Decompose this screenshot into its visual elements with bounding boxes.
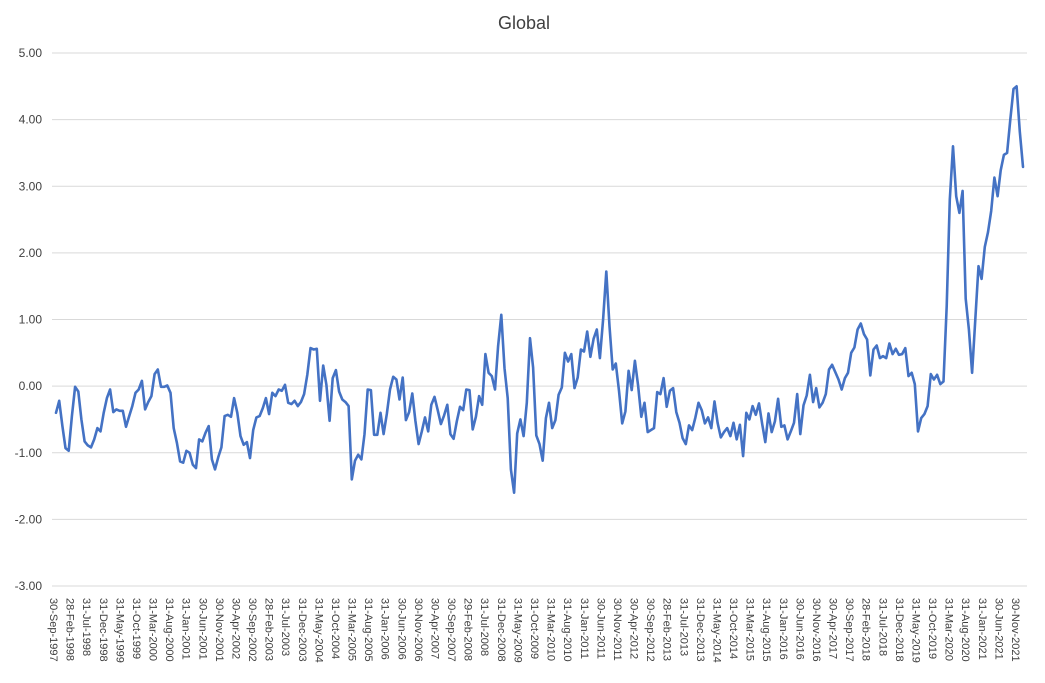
x-tick-label: 30-Jun-2001 bbox=[196, 598, 208, 660]
x-tick-label: 30-Sep-1997 bbox=[47, 598, 59, 662]
x-tick-label: 30-Sep-2007 bbox=[445, 598, 457, 662]
x-axis-tick-labels: 30-Sep-1997 28-Feb-1998 31-Jul-1998 31-Dec-… bbox=[47, 598, 1021, 663]
y-tick-label: 2.00 bbox=[19, 246, 43, 260]
x-tick-label: 31-Aug-2020 bbox=[959, 598, 971, 662]
x-tick-label: 31-Dec-2013 bbox=[694, 598, 706, 662]
x-tick-label: 31-Aug-2015 bbox=[760, 598, 772, 662]
x-tick-label: 30-Apr-2012 bbox=[628, 598, 640, 659]
x-tick-label: 30-Jun-2006 bbox=[395, 598, 407, 660]
y-tick-label: -1.00 bbox=[15, 446, 43, 460]
x-tick-label: 31-Mar-2005 bbox=[346, 598, 358, 661]
x-tick-label: 31-Oct-2019 bbox=[926, 598, 938, 659]
x-tick-label: 30-Nov-2001 bbox=[213, 598, 225, 662]
y-tick-label: 1.00 bbox=[19, 313, 43, 327]
x-tick-label: 31-Jul-1998 bbox=[80, 598, 92, 656]
x-tick-label: 30-Sep-2017 bbox=[843, 598, 855, 662]
x-tick-label: 31-May-2009 bbox=[511, 598, 523, 663]
x-tick-label: 31-Jul-2008 bbox=[478, 598, 490, 656]
y-tick-label: 3.00 bbox=[19, 179, 43, 193]
x-tick-label: 31-Oct-1999 bbox=[130, 598, 142, 659]
x-tick-label: 31-May-2019 bbox=[910, 598, 922, 663]
series-layer bbox=[54, 85, 1025, 495]
chart-title: Global bbox=[498, 13, 550, 33]
x-tick-label: 31-Dec-1998 bbox=[97, 598, 109, 662]
x-tick-label: 30-Jun-2021 bbox=[992, 598, 1004, 660]
x-tick-label: 31-Oct-2004 bbox=[329, 598, 341, 659]
y-tick-label: -3.00 bbox=[15, 579, 43, 593]
x-tick-label: 28-Feb-2003 bbox=[263, 598, 275, 661]
x-tick-label: 31-May-2004 bbox=[312, 598, 324, 663]
x-tick-label: 31-Dec-2003 bbox=[296, 598, 308, 662]
y-tick-label: 5.00 bbox=[19, 46, 43, 60]
x-tick-label: 31-Mar-2015 bbox=[744, 598, 756, 661]
x-tick-label: 30-Nov-2016 bbox=[810, 598, 822, 662]
x-tick-label: 30-Apr-2017 bbox=[827, 598, 839, 659]
x-tick-label: 30-Nov-2006 bbox=[412, 598, 424, 662]
x-tick-label: 30-Apr-2002 bbox=[229, 598, 241, 659]
x-tick-label: 31-Mar-2000 bbox=[147, 598, 159, 661]
x-tick-label: 28-Feb-2013 bbox=[661, 598, 673, 661]
x-tick-label: 31-Jan-2016 bbox=[777, 598, 789, 660]
x-tick-label: 31-Jan-2001 bbox=[180, 598, 192, 660]
y-tick-label: -2.00 bbox=[15, 512, 43, 526]
x-tick-label: 29-Feb-2008 bbox=[462, 598, 474, 661]
y-axis-tick-labels: 5.00 4.00 3.00 2.00 1.00 0.00 -1.00 -2.00 -3.00 bbox=[15, 46, 43, 593]
x-tick-label: 31-Jan-2006 bbox=[379, 598, 391, 660]
x-tick-label: 31-Mar-2010 bbox=[545, 598, 557, 661]
series-line bbox=[54, 85, 1025, 495]
x-tick-label: 31-Aug-2005 bbox=[362, 598, 374, 662]
x-tick-label: 30-Nov-2011 bbox=[611, 598, 623, 661]
x-tick-label: 30-Jun-2016 bbox=[793, 598, 805, 660]
x-tick-label: 31-Dec-2008 bbox=[495, 598, 507, 662]
x-tick-label: 31-May-2014 bbox=[710, 598, 722, 663]
x-tick-label: 31-Aug-2010 bbox=[561, 598, 573, 662]
y-tick-label: 4.00 bbox=[19, 113, 43, 127]
x-tick-label: 31-Oct-2009 bbox=[528, 598, 540, 659]
x-tick-label: 28-Feb-1998 bbox=[64, 598, 76, 661]
x-tick-label: 30-Nov-2021 bbox=[1009, 598, 1021, 662]
x-tick-label: 28-Feb-2018 bbox=[860, 598, 872, 661]
x-tick-label: 31-May-1999 bbox=[113, 598, 125, 663]
x-tick-label: 30-Sep-2002 bbox=[246, 598, 258, 662]
x-tick-label: 31-Aug-2000 bbox=[163, 598, 175, 662]
x-tick-label: 30-Jun-2011 bbox=[594, 598, 606, 659]
y-tick-label: 0.00 bbox=[19, 379, 43, 393]
x-tick-label: 31-Oct-2014 bbox=[727, 598, 739, 659]
x-tick-label: 30-Sep-2012 bbox=[644, 598, 656, 662]
x-tick-label: 31-Jan-2021 bbox=[976, 598, 988, 660]
x-tick-label: 31-Mar-2020 bbox=[943, 598, 955, 661]
x-tick-label: 31-Jan-2011 bbox=[578, 598, 590, 659]
x-tick-label: 31-Jul-2013 bbox=[677, 598, 689, 656]
x-tick-label: 31-Jul-2018 bbox=[876, 598, 888, 656]
x-tick-label: 31-Dec-2018 bbox=[893, 598, 905, 662]
x-tick-label: 31-Jul-2003 bbox=[279, 598, 291, 656]
x-tick-label: 30-Apr-2007 bbox=[429, 598, 441, 659]
gridlines bbox=[52, 52, 1027, 587]
